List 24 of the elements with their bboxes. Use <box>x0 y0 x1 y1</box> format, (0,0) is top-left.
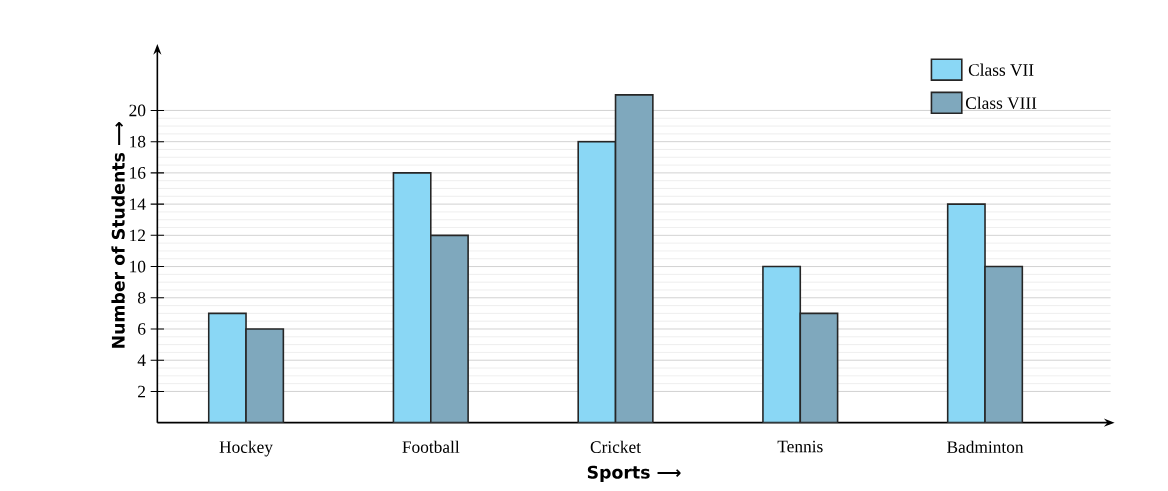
y-tick-label: 4 <box>137 354 146 367</box>
y-tick-label: 18 <box>130 136 146 148</box>
bar <box>984 265 1024 423</box>
legend-label: Class VII <box>968 63 1034 77</box>
y-tick-label: 10 <box>130 260 146 273</box>
x-axis-title: Sports ⟶ <box>587 465 681 483</box>
y-tick-label: 14 <box>130 198 146 210</box>
x-tick-label: Cricket <box>590 440 641 454</box>
bar <box>614 94 654 423</box>
y-tick-label: 8 <box>137 292 146 304</box>
x-tick-label: Hockey <box>219 440 273 457</box>
y-tick-label: 6 <box>138 323 146 335</box>
y-tick-label: 16 <box>130 167 146 179</box>
bar <box>429 234 469 423</box>
y-axis-title: Number of Students ⟶ <box>111 122 125 349</box>
x-tick-label: Football <box>402 440 460 454</box>
bar <box>799 312 839 423</box>
bar <box>245 328 285 423</box>
y-tick-label: 12 <box>130 229 146 242</box>
y-tick-label: 2 <box>138 385 146 398</box>
legend-label: Class VIII <box>965 96 1037 110</box>
x-tick-label: Tennis <box>777 440 823 453</box>
x-tick-label: Badminton <box>947 440 1024 454</box>
y-tick-label: 20 <box>129 104 146 117</box>
